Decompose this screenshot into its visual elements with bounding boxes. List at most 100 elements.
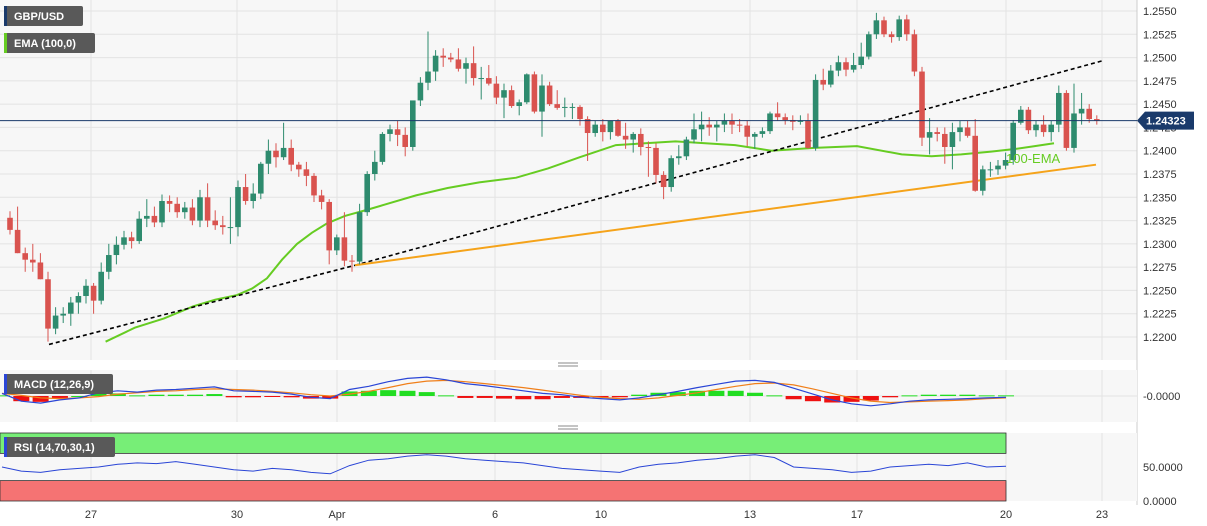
candle-body — [90, 285, 97, 301]
candle — [630, 132, 636, 153]
candle — [280, 122, 287, 161]
candle — [1010, 119, 1016, 165]
price-tick-label: 1.2250 — [1143, 285, 1177, 297]
candle — [1018, 106, 1024, 125]
candle — [68, 296, 74, 326]
macd-hist-bar — [283, 396, 300, 398]
candle-body — [288, 147, 294, 165]
rsi-overbought-band — [0, 432, 1007, 454]
candle — [714, 120, 720, 142]
candle — [303, 161, 310, 187]
candle — [539, 74, 545, 137]
candle — [904, 14, 910, 41]
candle — [212, 210, 218, 230]
candle-body — [736, 124, 743, 126]
macd-hist-bar — [611, 396, 628, 398]
candle-body — [630, 133, 636, 140]
macd-hist-bar — [747, 392, 763, 396]
candle-body — [942, 133, 948, 147]
candle-body — [1048, 124, 1054, 133]
candle-body — [356, 212, 363, 262]
x-axis: 27 30 Apr 6 10 13 17 20 23 — [85, 509, 1108, 521]
legend-rsi-marker — [4, 437, 7, 457]
candle — [182, 201, 188, 219]
candle-body — [1094, 119, 1100, 121]
candle — [174, 197, 180, 218]
candle — [957, 120, 963, 142]
candle-body — [600, 124, 606, 133]
candle-body — [1018, 109, 1024, 123]
legend-rsi: RSI (14,70,30,1) — [4, 437, 115, 457]
candle — [410, 100, 416, 151]
macd-hist-bar — [553, 396, 570, 398]
candle-body — [410, 100, 416, 147]
candle — [759, 127, 766, 138]
candle-body — [660, 174, 667, 188]
candle — [204, 183, 211, 228]
candle — [980, 165, 986, 196]
candle — [106, 243, 112, 280]
candle-body — [296, 164, 302, 170]
candle-body — [220, 225, 226, 228]
candle — [767, 111, 773, 134]
candle — [683, 136, 690, 161]
price-tick-label: 1.2350 — [1143, 192, 1177, 204]
candle — [919, 66, 925, 147]
rsi-line — [1, 454, 1007, 475]
macd-hist-bar — [380, 390, 397, 396]
candle-body — [440, 55, 446, 58]
candle — [75, 292, 82, 314]
panel-resize-handle-2[interactable] — [558, 425, 578, 430]
candle — [888, 31, 895, 43]
candle — [417, 77, 424, 107]
candle-body — [478, 78, 484, 80]
candle-body — [843, 62, 849, 70]
candle-body — [980, 169, 986, 191]
macd-hist-bar — [940, 394, 957, 396]
candle-body — [615, 120, 621, 136]
price-panel — [0, 0, 1137, 360]
candle — [546, 81, 553, 107]
candle — [402, 127, 408, 157]
candle-body — [850, 65, 857, 70]
candle-body — [106, 255, 112, 272]
candle — [964, 120, 971, 138]
candle — [364, 171, 370, 216]
rsi-tick-label: 0.0000 — [1143, 496, 1177, 508]
candle-body — [858, 56, 864, 66]
candle — [820, 68, 826, 91]
candle-body — [334, 237, 340, 251]
candle-body — [37, 262, 44, 280]
candle — [676, 145, 682, 165]
macd-hist-bar — [129, 395, 146, 397]
candle-body — [258, 163, 264, 194]
candle-body — [1056, 92, 1062, 125]
candle-body — [676, 156, 682, 159]
candle — [660, 171, 667, 200]
candle — [1056, 85, 1062, 133]
macd-hist-bar — [32, 396, 49, 402]
price-tick-label: 1.2375 — [1143, 169, 1177, 181]
rsi-tick-label: 50.0000 — [1143, 462, 1183, 474]
candle — [995, 160, 1001, 175]
macd-hist-bar — [206, 394, 223, 396]
candle — [615, 119, 621, 137]
candle — [235, 180, 241, 237]
candle-body — [379, 133, 386, 162]
candle — [273, 143, 279, 168]
candle — [83, 279, 89, 304]
candle-body — [668, 158, 674, 188]
legend-macd-label: MACD (12,26,9) — [14, 379, 94, 391]
price-tick-label: 1.2275 — [1143, 262, 1177, 274]
legend-ema-label: EMA (100,0) — [14, 38, 76, 50]
candle — [622, 122, 629, 149]
candle — [14, 206, 21, 254]
candle-body — [387, 129, 393, 134]
candle — [1094, 115, 1100, 125]
candle-body — [166, 201, 173, 204]
legend-ema-bg — [4, 33, 95, 53]
candle — [121, 230, 127, 250]
panel-resize-handle-1[interactable] — [558, 362, 578, 367]
x-tick-label: 27 — [85, 509, 97, 521]
